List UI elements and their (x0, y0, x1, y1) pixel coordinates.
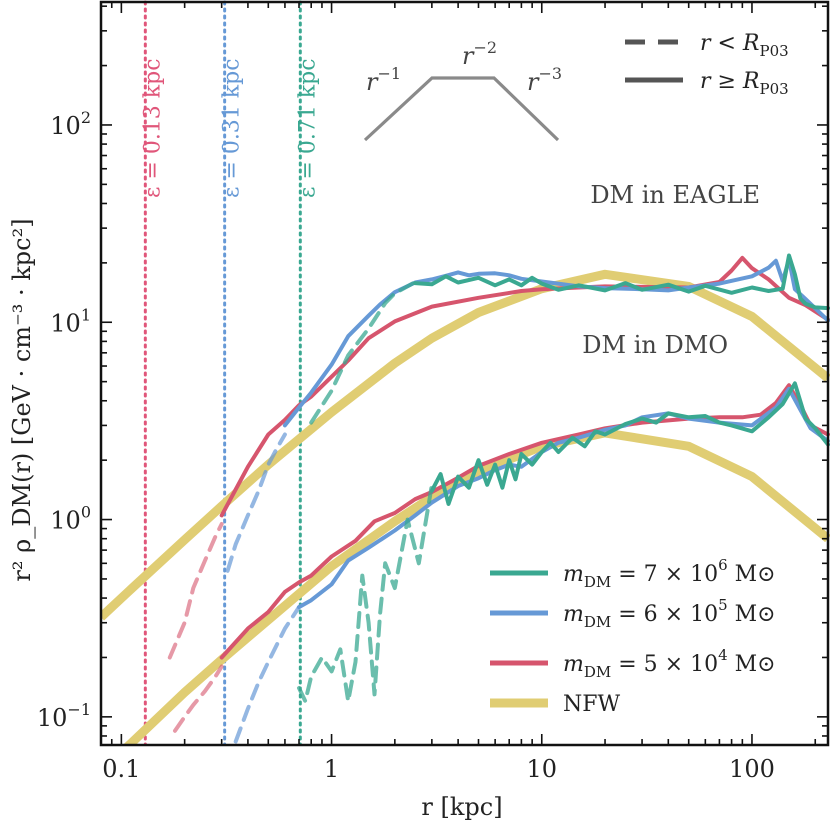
y-tick-label-1: 100 (50, 503, 91, 535)
x-tick-label-2: 10 (526, 755, 557, 783)
series-dmo-m6e5 (297, 386, 830, 610)
x-tick-label-0: 0.1 (102, 755, 140, 783)
softening-label-1: ε = 0.31 kpc (220, 58, 245, 198)
series-nfw-dmo (122, 428, 830, 745)
resolution-legend: mDM = 7 × 106 M⊙ mDM = 6 × 105 M⊙ mDM = 5 … (490, 556, 776, 717)
legend-label-2: mDM = 5 × 104 M⊙ (563, 646, 776, 681)
plot-frame (99, 0, 830, 747)
dmo-group-label: DM in DMO (582, 331, 728, 359)
legend-label-1: mDM = 6 × 105 M⊙ (563, 596, 776, 631)
legend-dashed-label: r < RP03 (700, 31, 789, 60)
series-eagle-m5e4-r-r (167, 522, 224, 660)
linestyle-legend: r < RP03 r ≥ RP03 (625, 31, 789, 98)
series-eagle-m6e5 (282, 257, 830, 428)
series-dmo-m5e4 (219, 383, 830, 660)
slope-schematic-line (363, 76, 560, 142)
y-tick-label-0: 10−1 (37, 700, 91, 732)
x-tick-label-3: 100 (729, 755, 775, 783)
slope-schematic: r−1 r−2 r−3 (363, 38, 562, 142)
x-axis-label: r [kpc] (421, 793, 502, 821)
y-tick-label-3: 102 (50, 108, 91, 140)
softening-lines (143, 0, 302, 745)
series-dmo-m5e4-r-r (173, 664, 224, 733)
softening-label-2: ε = 0.71 kpc (295, 58, 320, 198)
legend-label-0: mDM = 7 × 106 M⊙ (563, 556, 776, 591)
slope-label-r-1: r−1 (366, 64, 401, 96)
series-eagle-m7e6 (413, 253, 830, 311)
softening-label-0: ε = 0.13 kpc (140, 58, 165, 198)
series-dmo-m7e6 (429, 381, 830, 506)
series-nfw-eagle (101, 269, 830, 621)
slope-label-r-2: r−2 (462, 38, 497, 70)
slope-label-r-3: r−3 (527, 64, 562, 96)
series-eagle-m6e5-r-r (225, 432, 287, 573)
y-tick-label-2: 101 (50, 305, 91, 337)
series-eagle-m7e6-r-r (309, 280, 418, 425)
y-axis-label: r² ρ_DM(r) [GeV · cm⁻³ · kpc²] (8, 218, 36, 581)
legend-solid-label: r ≥ RP03 (700, 69, 789, 98)
series-dmo-m6e5-r-r (233, 605, 301, 744)
series-layer (101, 253, 830, 745)
x-tick-label-1: 1 (324, 755, 339, 783)
series-dmo-m7e6-r-r (297, 482, 434, 704)
eagle-group-label: DM in EAGLE (590, 181, 760, 209)
legend-label-3: NFW (563, 692, 621, 717)
